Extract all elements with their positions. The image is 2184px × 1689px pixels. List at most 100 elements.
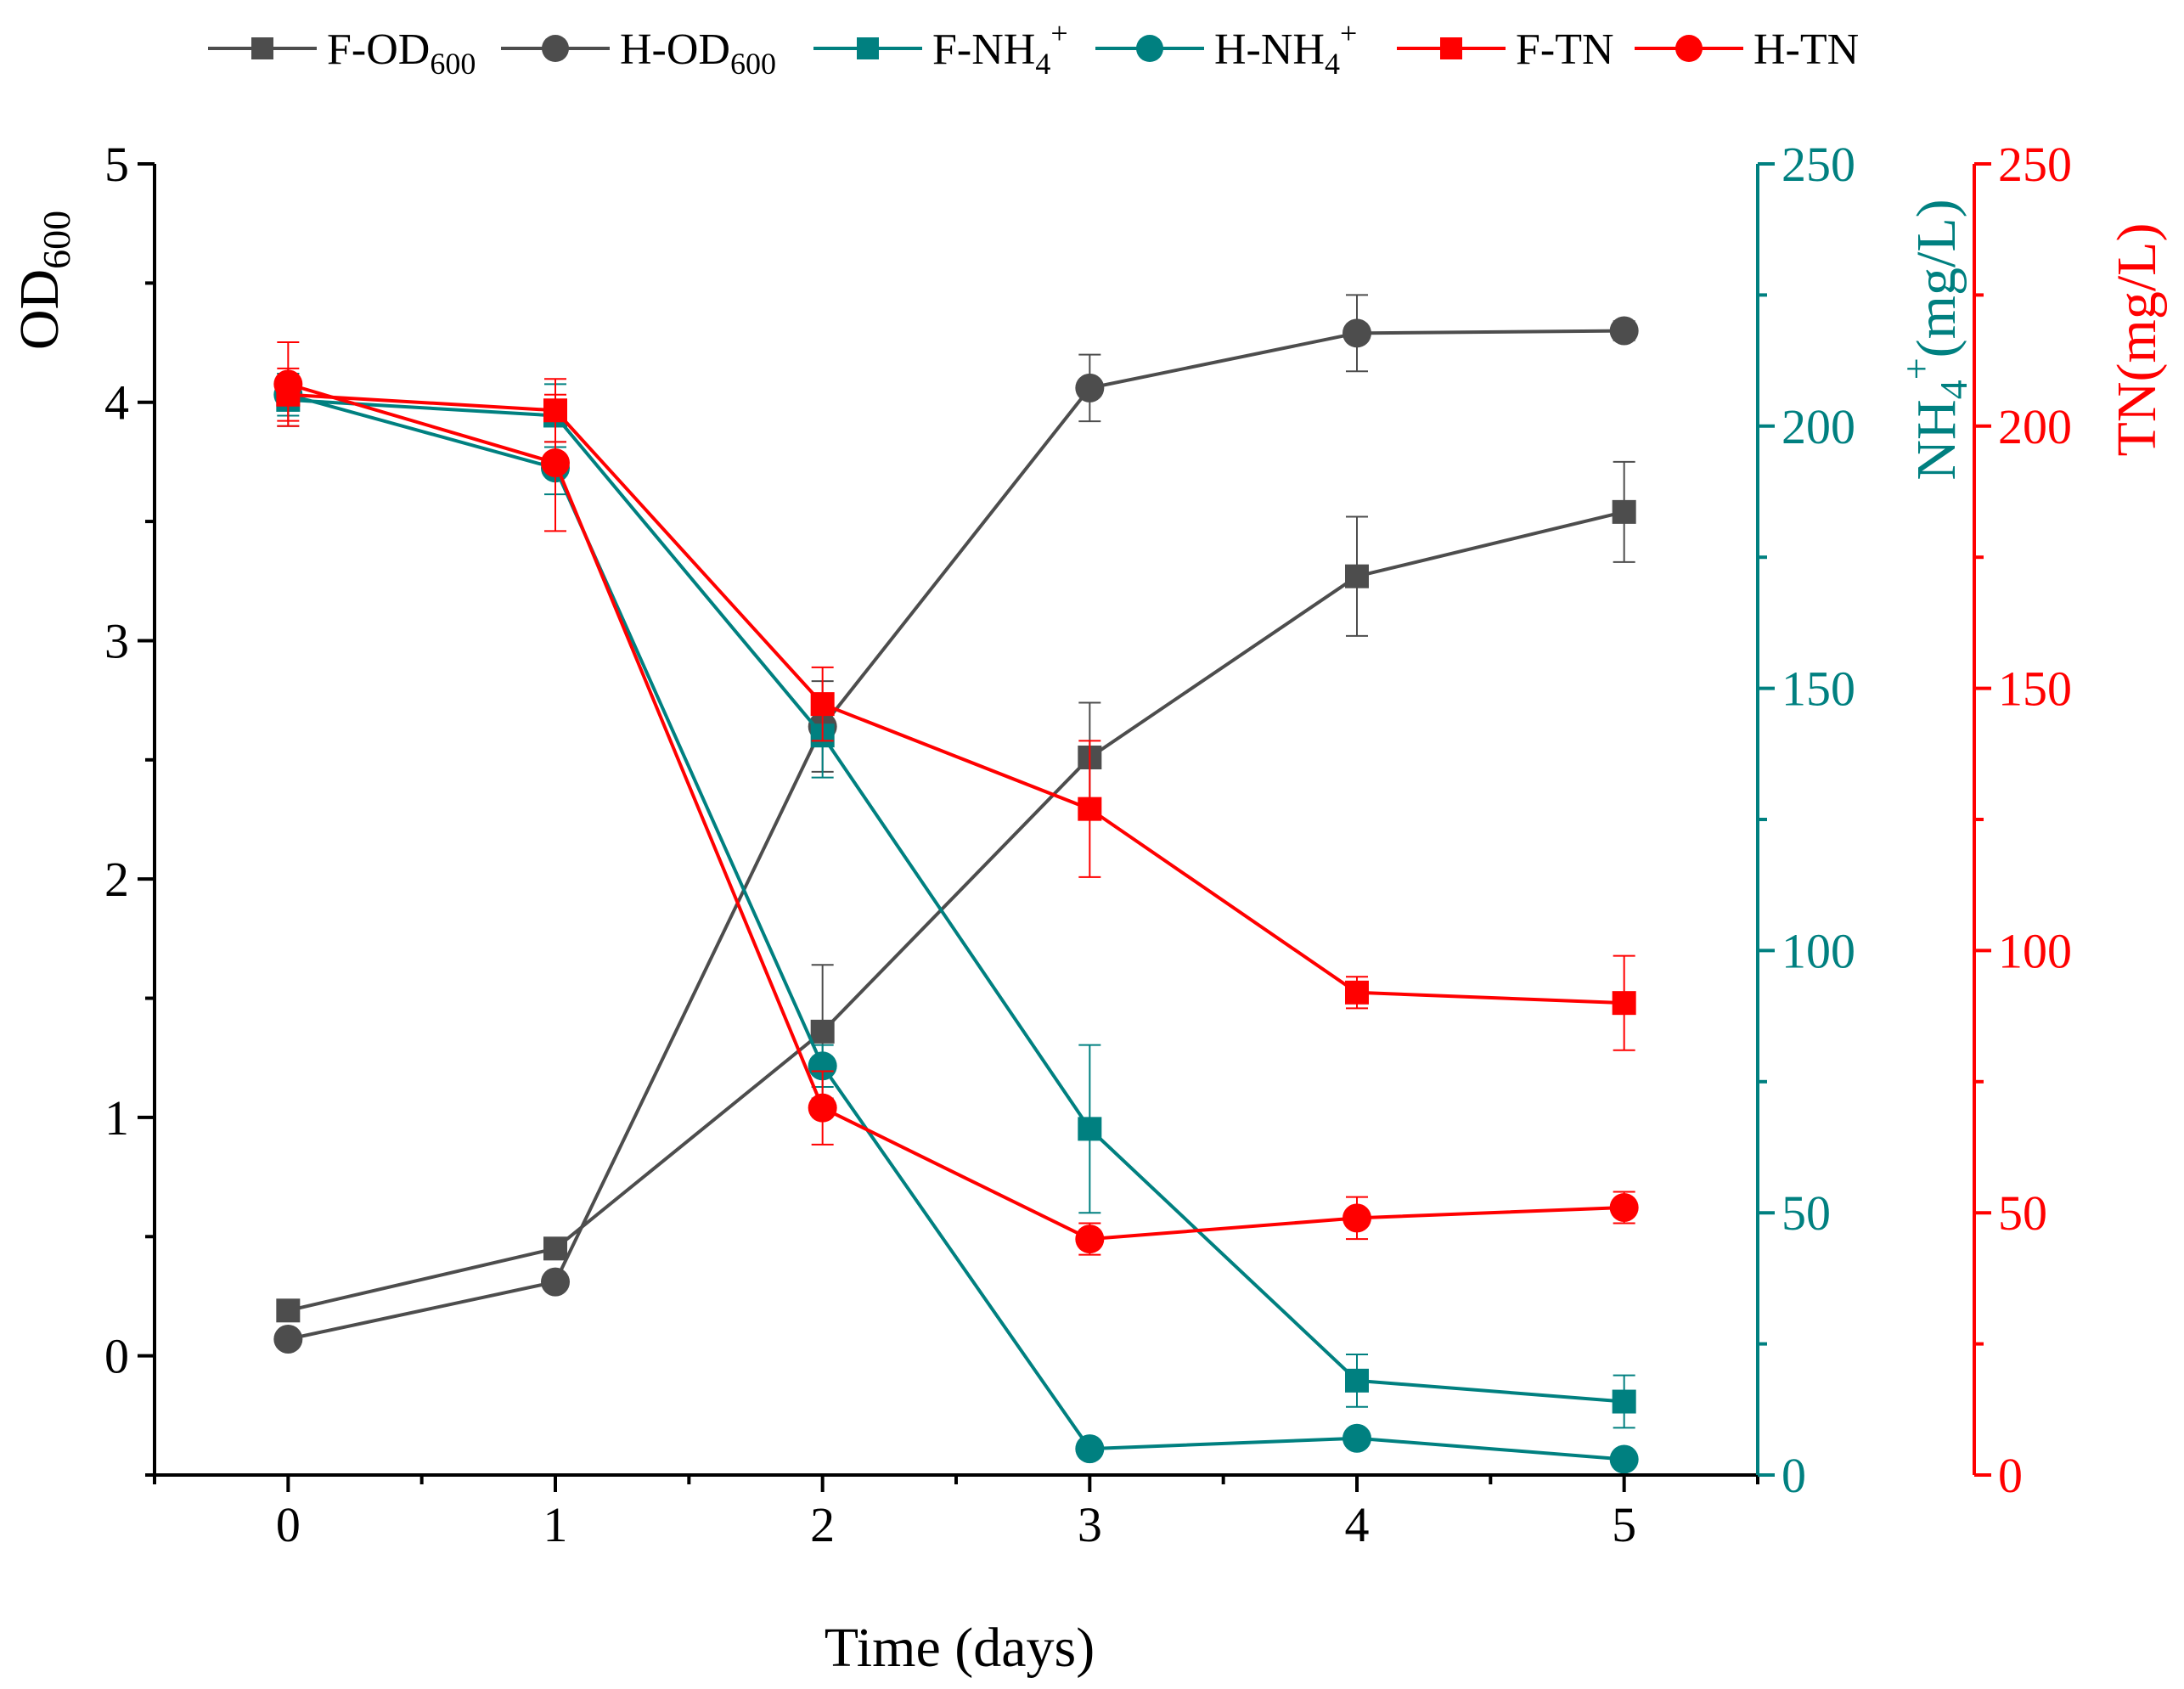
legend-label-sub: 600 (730, 47, 776, 81)
series-f-od600 (276, 460, 1636, 1323)
left-tick-label: 0 (104, 1329, 129, 1384)
h-tn-point (808, 1093, 837, 1123)
tn-tick-label: 150 (1998, 662, 2072, 717)
legend: F-OD600 H-OD600 F-NH4+ H-NH4+ F-TN H-TN (208, 16, 1859, 81)
tn-tick-label: 0 (1998, 1448, 2023, 1503)
legend-marker (857, 37, 879, 59)
nh4-tick-label: 200 (1782, 399, 1855, 454)
f-od600-point (543, 1236, 567, 1261)
h-nh4-line (287, 392, 1624, 1461)
f-od600-point (1345, 564, 1369, 588)
x-tick-label: 2 (810, 1497, 835, 1552)
nh4-tick-label: 150 (1782, 662, 1855, 717)
h-nh4-point (808, 1051, 837, 1081)
legend-label: F-OD600 (327, 25, 476, 81)
legend-label-sub: 600 (430, 47, 476, 81)
axes: 0 1 2 3 4 50123450501001502002500501001502002… (104, 137, 2072, 1552)
nh4-axis-title-sup: + (1894, 358, 1938, 380)
h-tn-point (1609, 1193, 1639, 1223)
f-nh4-line (288, 397, 1624, 1404)
legend-label-sub: 4 (1325, 47, 1340, 81)
legend-label-main: H-TN (1753, 25, 1859, 74)
left-tick-label: 3 (104, 613, 129, 668)
left-tick-label: 1 (104, 1090, 129, 1146)
tn-tick-label: 100 (1998, 923, 2072, 978)
h-od600-point (1609, 316, 1639, 346)
series-h-tn (273, 341, 1639, 1256)
h-nh4-point (1342, 1423, 1371, 1453)
x-tick-label: 4 (1345, 1497, 1370, 1552)
tn-tick-label: 200 (1998, 399, 2072, 454)
series-h-nh4 (273, 373, 1639, 1474)
series-f-nh4 (276, 373, 1636, 1429)
nh4-axis-title-pre: NH (1905, 399, 1967, 480)
legend-label-sup: + (1340, 16, 1357, 50)
tn-axis-title: TN(mg/L) (2106, 223, 2168, 457)
legend-marker (251, 37, 273, 59)
left-tick-label: 4 (104, 375, 129, 431)
x-tick-label: 0 (276, 1497, 301, 1552)
nh4-tick-label: 50 (1782, 1185, 1831, 1241)
left-axis-title-sub: 600 (35, 211, 78, 269)
legend-label: H-OD600 (620, 25, 776, 81)
left-axis-title: OD600 (8, 211, 78, 350)
series-f-tn (276, 367, 1636, 1051)
legend-item-f-nh4: F-NH4+ (813, 16, 1068, 81)
h-od600-point (1075, 373, 1105, 403)
nh4-axis-title: NH4+(mg/L) (1894, 199, 1975, 480)
left-tick-label: 5 (104, 137, 129, 192)
x-tick-label: 5 (1612, 1497, 1636, 1552)
f-tn-point (810, 692, 835, 717)
legend-item-f-od600: F-OD600 (208, 25, 476, 81)
nh4-axis-title-post: (mg/L) (1905, 199, 1967, 358)
legend-marker (1675, 35, 1703, 62)
legend-label: H-NH4+ (1214, 16, 1357, 81)
nh4-tick-label: 100 (1782, 923, 1855, 978)
legend-item-h-od600: H-OD600 (501, 25, 776, 81)
plot-series (273, 294, 1639, 1474)
h-od600-point (541, 1267, 570, 1297)
legend-marker (1440, 37, 1462, 59)
legend-item-h-nh4: H-NH4+ (1095, 16, 1357, 81)
x-axis-title: Time (days) (825, 1617, 1095, 1679)
f-tn-point (1612, 991, 1636, 1016)
tn-tick-label: 50 (1998, 1185, 2047, 1241)
h-tn-point (273, 369, 303, 399)
h-tn-point (541, 448, 570, 478)
h-od600-line (287, 329, 1624, 1341)
f-nh4-point (1078, 1117, 1102, 1141)
legend-label-main: F-NH (932, 25, 1035, 74)
left-axis-title-main: OD (8, 269, 70, 350)
legend-label: F-TN (1516, 25, 1614, 74)
nh4-axis-title-sub: 4 (1932, 380, 1975, 399)
legend-label: F-NH4+ (932, 16, 1068, 81)
h-od600-point (1342, 318, 1371, 348)
f-od600-point (276, 1298, 301, 1323)
x-tick-label: 1 (543, 1497, 568, 1552)
legend-label-main: F-TN (1516, 25, 1614, 74)
nh4-tick-label: 250 (1782, 137, 1855, 192)
legend-label-sub: 4 (1035, 47, 1050, 81)
f-nh4-point (1612, 1389, 1636, 1414)
f-od600-point (1612, 499, 1636, 524)
legend-marker (542, 35, 569, 62)
tn-tick-label: 250 (1998, 137, 2072, 192)
h-nh4-point (1609, 1444, 1639, 1474)
f-od600-line (287, 510, 1625, 1313)
f-od600-point (810, 1019, 835, 1044)
x-tick-label: 3 (1078, 1497, 1102, 1552)
f-tn-point (1078, 797, 1102, 821)
left-tick-label: 2 (104, 852, 129, 907)
f-tn-line (288, 392, 1624, 1005)
legend-label: H-TN (1753, 25, 1859, 74)
legend-label-main: H-NH (1214, 25, 1325, 74)
nh4-tick-label: 0 (1782, 1448, 1806, 1503)
legend-item-f-tn: F-TN (1397, 25, 1614, 74)
series-h-od600 (273, 294, 1639, 1354)
f-nh4-point (1345, 1368, 1369, 1393)
legend-label-main: H-OD (620, 25, 730, 74)
f-tn-point (1345, 980, 1369, 1005)
legend-label-main: F-OD (327, 25, 430, 74)
legend-item-h-tn: H-TN (1635, 25, 1859, 74)
